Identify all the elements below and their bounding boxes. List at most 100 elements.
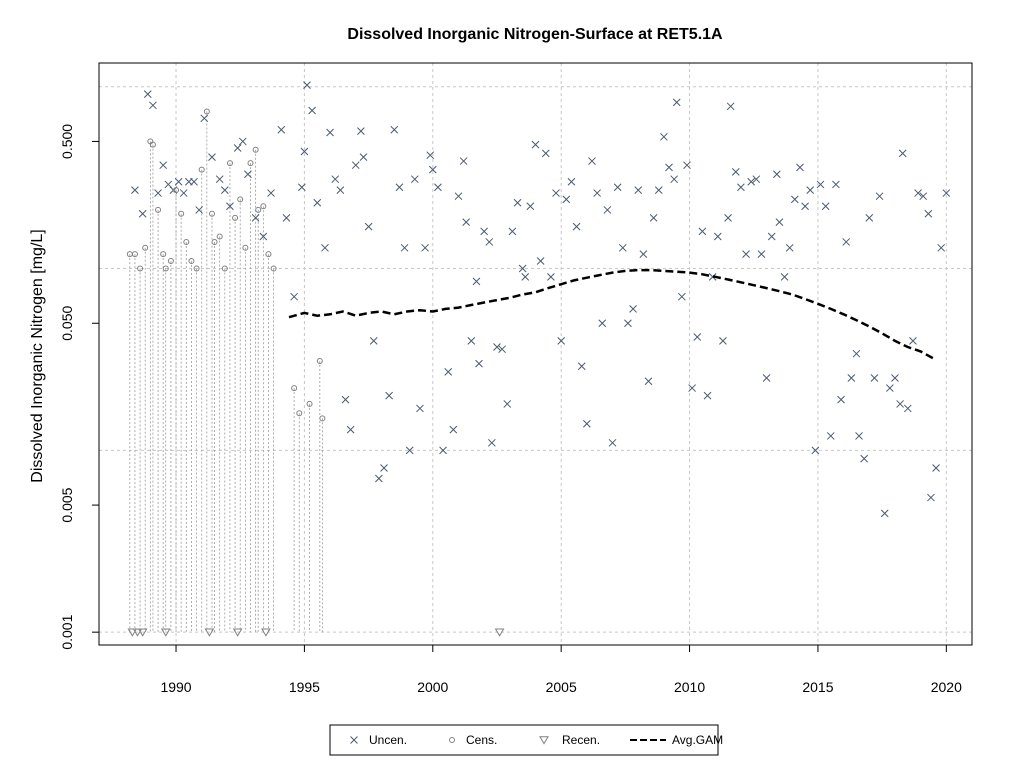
uncen-point [472,277,481,286]
uncen-point [421,243,429,252]
cens-point [183,238,190,245]
uncen-point [552,189,560,197]
uncen-point [752,175,761,184]
x-tick-label: 2020 [931,679,962,695]
uncen-point [131,186,139,194]
uncen-point [426,151,435,160]
uncen-point [326,128,334,137]
uncen-point [179,189,188,197]
y-tick-label: 0.001 [59,614,75,649]
cens-point [193,265,200,272]
uncen-point [331,175,340,184]
cens-point [265,251,272,258]
uncen-point [942,189,951,197]
uncen-point [698,227,707,236]
uncen-point [547,272,555,281]
uncen-point [731,168,740,176]
uncen-point [937,243,946,252]
uncen-point [870,374,879,382]
uncen-point [190,177,198,186]
uncen-point [390,125,399,134]
uncen-point [780,272,789,281]
uncen-point [847,374,856,382]
uncen-point [557,337,566,345]
uncen-point [618,243,627,252]
uncen-point [832,180,840,189]
uncen-point [588,157,596,165]
uncen-point [531,140,540,149]
cens-point [198,166,205,173]
uncen-point [195,206,203,214]
uncen-point [665,163,673,172]
cens-point [203,108,210,115]
uncen-point [726,102,735,111]
cens-point [211,238,218,245]
cens-point [137,265,144,272]
y-tick-label: 0.500 [59,124,75,159]
uncen-point [919,192,928,201]
uncen-point [143,90,152,98]
legend-cens-symbol [449,737,455,743]
uncen-point [672,98,681,107]
cens-point [221,265,228,272]
cens-point [260,203,267,210]
grid [99,63,972,645]
y-tick-label: 0.005 [59,487,75,522]
uncen-point [174,177,183,186]
uncen-point [364,222,373,231]
legend-label: Cens. [466,733,497,747]
cens-point [188,257,195,264]
uncen-point [459,157,468,165]
uncen-point [773,170,781,179]
cens-point [306,400,313,407]
cens-point [316,358,323,365]
uncen-point [439,446,447,455]
cens-point [155,206,162,213]
legend-recen-symbol [539,736,549,745]
recen-point [494,628,505,637]
gam-line [288,268,935,360]
uncen-point [880,509,889,518]
uncen-point [526,202,535,211]
uncen-point [369,337,378,345]
uncen-point [380,464,388,472]
uncen-point [608,438,617,447]
uncen-point [336,186,345,194]
uncen-point [359,153,368,161]
recen-point [261,628,271,637]
cens-point [237,196,244,203]
recen-point [160,628,171,637]
uncen-point [454,192,463,201]
uncen-point [467,337,476,345]
uncen-point [562,195,571,204]
uncen-point [238,137,247,146]
uncen-point [909,337,917,345]
uncen-point [719,337,727,345]
uncen-point [410,175,419,184]
uncen-point [603,206,612,214]
uncen-point [713,232,722,241]
uncen-point [924,209,933,218]
uncen-point [385,391,393,400]
x-tick-label: 1995 [289,679,320,695]
uncen-point [654,186,663,194]
cens-point [131,251,138,258]
uncen-point [577,362,586,371]
uncen-point [375,474,383,483]
uncen-point [747,177,756,186]
legend: Uncen. Cens. Recen. Avg.GAM [329,724,723,756]
uncen-point [806,186,815,194]
recen-point [232,628,243,637]
uncen-point [785,243,794,252]
uncen-point [475,359,483,368]
cens-point [247,160,254,167]
legend-label: Recen. [562,733,600,747]
uncen-point [811,446,820,455]
uncen-point [927,493,935,502]
uncen-point [629,305,637,313]
uncen-point [138,209,147,218]
censored-ranges [129,111,323,633]
x-tick-label: 2010 [674,679,705,695]
uncen-point [903,404,912,413]
uncen-point [395,183,404,192]
